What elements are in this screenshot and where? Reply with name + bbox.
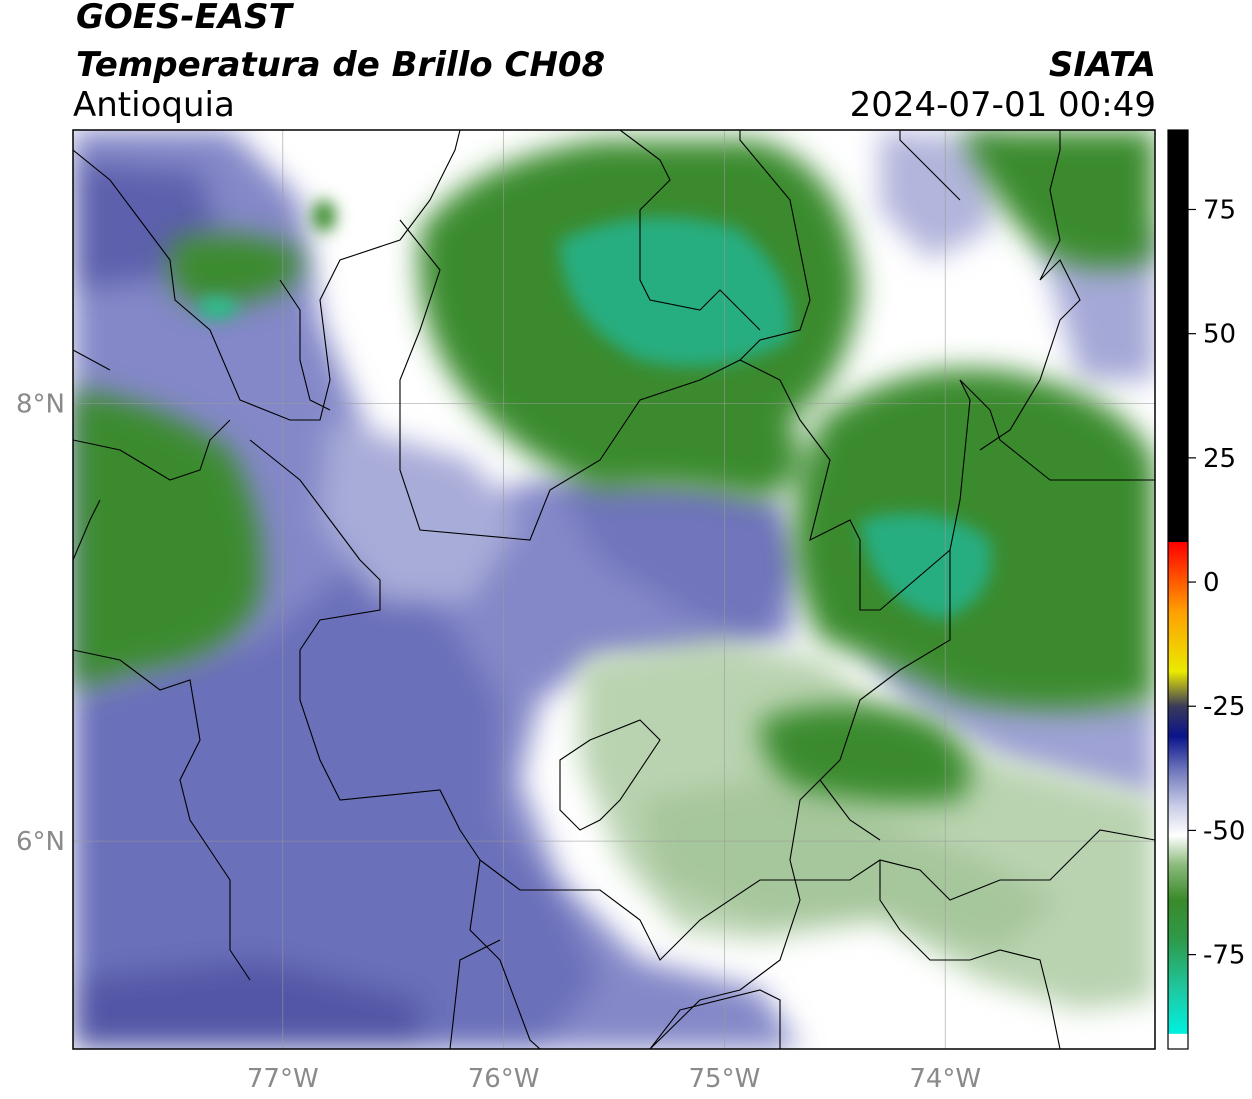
region-label: Antioquia <box>73 85 235 125</box>
lon-tick-label: 75°W <box>689 1064 761 1094</box>
colorbar-tick-label: 0 <box>1203 568 1220 598</box>
title-line2: Temperatura de Brillo CH08 <box>76 45 606 85</box>
colorbar-tick-label: 25 <box>1203 444 1236 474</box>
lon-tick-label: 76°W <box>468 1064 540 1094</box>
boundaries <box>73 130 1155 1049</box>
colorbar-tick-label: -75 <box>1203 941 1245 971</box>
longitude-tick-labels: 77°W 76°W 75°W 74°W <box>247 1064 981 1094</box>
agency-label: SIATA <box>1048 45 1156 85</box>
colorbar-tick-label: 75 <box>1203 195 1236 225</box>
colorbar-tick-label: 50 <box>1203 320 1236 350</box>
lon-tick-label: 74°W <box>909 1064 981 1094</box>
latitude-tick-labels: 8°N 6°N <box>16 390 65 858</box>
colorbar-ticks: 75 50 25 0 -25 -50 -75 <box>1188 195 1245 971</box>
lat-tick-label: 6°N <box>16 827 65 857</box>
teal-core-field <box>200 200 992 620</box>
title-line1: GOES-EAST <box>76 0 292 37</box>
colorbar-tick-label: -50 <box>1203 816 1245 846</box>
colorbar: 75 50 25 0 -25 -50 -75 <box>1167 129 1245 1050</box>
map-frame <box>72 129 1156 1050</box>
lon-tick-label: 77°W <box>247 1064 319 1094</box>
lat-tick-label: 8°N <box>16 390 65 420</box>
colorbar-tick-label: -25 <box>1203 692 1245 722</box>
map-field <box>73 130 1155 1049</box>
datetime-label: 2024-07-01 00:49 <box>849 85 1156 125</box>
light-green-field <box>580 640 1155 1010</box>
